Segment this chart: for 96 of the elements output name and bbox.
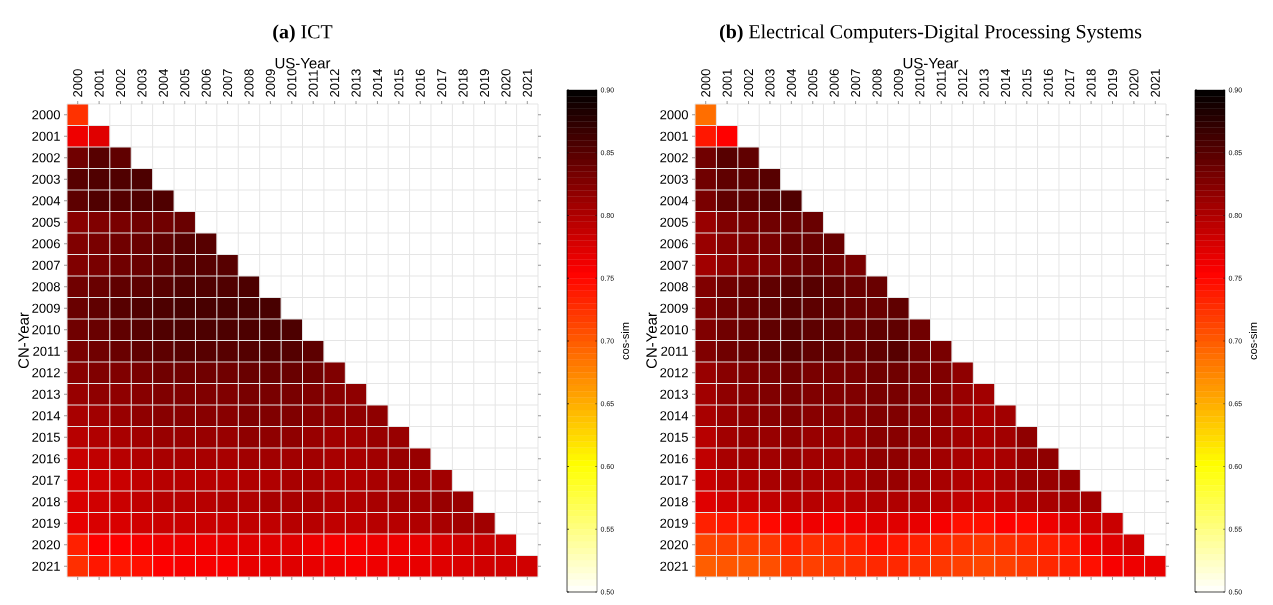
y-tick-label: 2005	[660, 217, 688, 227]
x-tick-label: 2004	[786, 69, 796, 97]
x-tick-label: 2010	[287, 69, 297, 97]
x-tick-label: 2016	[1043, 69, 1053, 97]
color-bar-title: cos-sim	[1248, 322, 1258, 360]
y-tick-label: 2017	[32, 475, 60, 485]
y-tick-label: 2011	[33, 346, 60, 356]
y-tick-label: 2017	[660, 475, 688, 485]
x-tick-label: 2007	[850, 69, 861, 97]
x-tick-label: 2012	[330, 69, 340, 97]
chart-title: (b) Electrical Computers-Digital Processing Systems	[719, 24, 1142, 43]
y-tick-label: 2013	[660, 389, 688, 399]
x-tick-label: 2011	[308, 70, 318, 97]
x-tick-label: 2006	[201, 69, 211, 97]
x-tick-label: 2000	[701, 69, 711, 97]
x-tick-label: 2002	[743, 69, 754, 97]
y-tick-label: 2007	[660, 260, 688, 270]
x-tick-label: 2004	[158, 69, 168, 97]
color-bar-title: cos-sim	[620, 322, 629, 360]
y-tick-label: 2019	[32, 518, 60, 528]
y-tick-label: 2018	[32, 497, 60, 507]
y-tick-label: 2016	[32, 454, 60, 464]
y-tick-label: 2008	[660, 282, 688, 292]
x-tick-label: 2007	[222, 69, 233, 97]
x-tick-label: 2020	[1129, 69, 1139, 97]
x-tick-label: 2017	[1065, 69, 1075, 97]
y-tick-label: 2021	[32, 561, 60, 571]
y-tick-label: 2010	[660, 325, 688, 335]
y-tick-label: 2015	[32, 432, 60, 442]
y-tick-label: 2018	[660, 497, 688, 507]
x-tick-label: 2015	[394, 69, 404, 97]
x-tick-label: 2019	[479, 69, 490, 97]
y-tick-label: 2004	[660, 196, 689, 206]
x-tick-label: 2001	[722, 69, 732, 97]
x-tick-label: 2011	[936, 70, 946, 97]
y-tick-label: 2012	[660, 368, 688, 378]
y-tick-label: 2020	[32, 540, 60, 550]
y-tick-label: 2008	[32, 282, 60, 292]
y-tick-label: 2020	[660, 540, 688, 550]
y-tick-label: 2016	[660, 454, 688, 464]
x-tick-label: 2006	[829, 69, 839, 97]
y-tick-label: 2000	[32, 110, 60, 120]
y-tick-label: 2011	[661, 346, 688, 356]
y-tick-label: 2003	[32, 174, 60, 184]
y-tick-label: 2021	[660, 561, 688, 571]
x-axis-title: US-Year	[903, 57, 959, 69]
x-tick-label: 2018	[458, 69, 468, 97]
x-tick-label: 2012	[958, 69, 968, 97]
y-tick-label: 2003	[660, 174, 688, 184]
x-tick-label: 2015	[1022, 69, 1032, 97]
x-tick-label: 2021	[522, 69, 532, 97]
chart-title: (a) ICT	[273, 24, 333, 43]
x-tick-label: 2018	[1086, 69, 1096, 97]
x-tick-label: 2003	[765, 69, 775, 97]
y-tick-label: 2006	[32, 239, 60, 249]
x-tick-label: 2013	[351, 69, 361, 97]
x-tick-label: 2005	[808, 69, 818, 97]
x-axis-title: US-Year	[275, 57, 331, 69]
x-tick-label: 2013	[979, 69, 989, 97]
x-tick-label: 2017	[437, 69, 447, 97]
y-tick-label: 2001	[32, 131, 60, 141]
x-tick-label: 2001	[94, 69, 104, 97]
x-tick-label: 2010	[915, 69, 925, 97]
x-tick-label: 2014	[372, 69, 383, 97]
y-tick-label: 2002	[32, 153, 60, 163]
x-tick-label: 2005	[180, 69, 190, 97]
x-tick-label: 2016	[415, 69, 425, 97]
x-tick-label: 2014	[1000, 69, 1011, 97]
y-tick-label: 2014	[32, 411, 61, 421]
x-tick-label: 2008	[872, 69, 882, 97]
y-tick-label: 2009	[32, 303, 60, 313]
x-tick-label: 2009	[265, 69, 275, 97]
y-tick-label: 2009	[660, 303, 688, 313]
y-axis-title: CN-Year	[18, 312, 29, 369]
y-tick-label: 2002	[660, 153, 688, 163]
y-tick-label: 2019	[660, 518, 688, 528]
y-tick-label: 2013	[32, 389, 60, 399]
x-tick-label: 2021	[1150, 69, 1160, 97]
y-tick-label: 2010	[32, 325, 60, 335]
y-tick-label: 2012	[32, 368, 60, 378]
y-tick-label: 2004	[32, 196, 61, 206]
x-tick-label: 2000	[73, 69, 83, 97]
x-tick-label: 2009	[893, 69, 903, 97]
x-tick-label: 2020	[501, 69, 511, 97]
y-tick-label: 2001	[660, 131, 688, 141]
y-tick-label: 2005	[32, 217, 60, 227]
x-tick-label: 2003	[137, 69, 147, 97]
y-tick-label: 2006	[660, 239, 688, 249]
x-tick-label: 2019	[1107, 69, 1118, 97]
x-tick-label: 2008	[244, 69, 254, 97]
y-tick-label: 2015	[660, 432, 688, 442]
y-tick-label: 2007	[32, 260, 60, 270]
y-tick-label: 2014	[660, 411, 689, 421]
y-tick-label: 2000	[660, 110, 688, 120]
x-tick-label: 2002	[115, 69, 126, 97]
y-axis-title: CN-Year	[646, 312, 657, 369]
